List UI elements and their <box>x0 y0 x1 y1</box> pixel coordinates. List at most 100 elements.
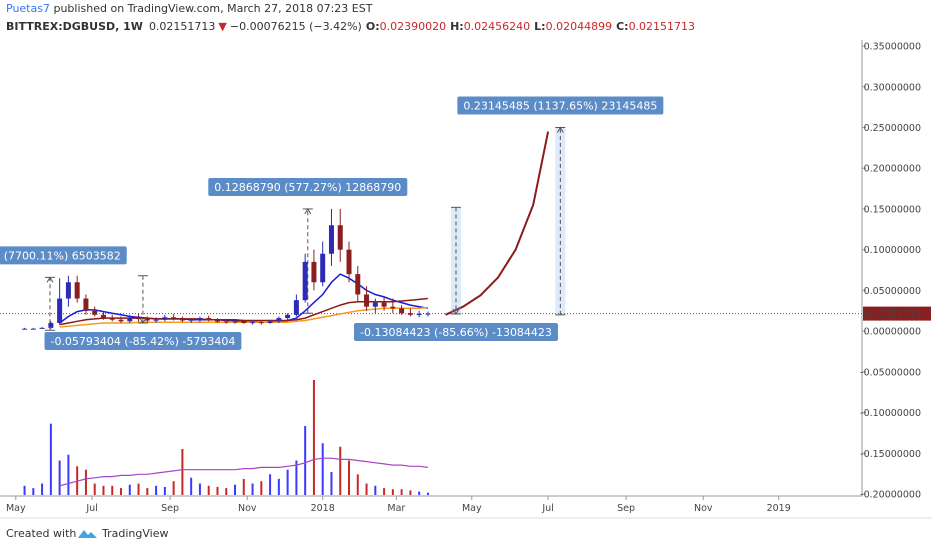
measure-box <box>44 331 242 350</box>
volume-bar <box>339 446 342 495</box>
volume-bar <box>181 449 184 495</box>
candle-body <box>214 320 220 322</box>
moving-average <box>59 273 429 324</box>
candle-body <box>48 322 54 328</box>
volume-bar <box>260 481 263 495</box>
x-tick-label: Jul <box>541 503 553 514</box>
projection-curve <box>445 131 550 316</box>
candle-body <box>232 321 238 323</box>
volume-bar <box>409 490 412 495</box>
y-tick-label: 0.20000000 <box>864 164 921 175</box>
volume-bar <box>242 478 245 495</box>
measure-arrow <box>46 276 54 283</box>
candle-body <box>30 328 36 330</box>
volume-bar <box>348 460 351 495</box>
candle-body <box>250 322 256 324</box>
volume-bar <box>111 485 114 495</box>
candle-body <box>302 261 308 301</box>
volume-bar <box>172 481 175 495</box>
volume-bar <box>225 488 228 495</box>
candle-body <box>100 314 106 319</box>
volume-bar <box>400 489 403 495</box>
candle-body <box>65 282 71 299</box>
candle-body <box>276 318 282 322</box>
candle-body <box>407 313 413 315</box>
volume-bar <box>198 483 201 495</box>
y-tick-label: 0.35000000 <box>864 42 921 53</box>
volume-bar <box>146 488 149 495</box>
volume-bar <box>41 483 44 495</box>
volume-bar <box>356 474 359 495</box>
measure-arrow <box>556 126 564 133</box>
y-tick-label: -0.20000000 <box>860 490 921 501</box>
volume-bar <box>137 483 140 495</box>
y-tick-label: 0.30000000 <box>864 82 921 93</box>
candle-body <box>57 298 63 323</box>
candle-body <box>399 308 405 314</box>
measure-box <box>0 246 127 265</box>
candle-body <box>372 302 378 307</box>
footer-brand[interactable]: TradingView <box>101 527 168 540</box>
candle-body <box>153 319 159 321</box>
volume-bar <box>128 484 131 495</box>
candle-body <box>337 225 343 250</box>
candle-body <box>127 318 133 322</box>
candle-body <box>188 319 194 321</box>
y-tick-label: 0.25000000 <box>864 123 921 134</box>
candle-body <box>179 318 185 321</box>
y-tick-label: 0.05000000 <box>864 286 921 297</box>
candle-body <box>74 282 80 299</box>
arrow: ▼ <box>218 20 227 33</box>
volume-ma <box>59 457 428 487</box>
volume-bar <box>418 491 421 495</box>
candle-body <box>83 298 89 311</box>
candle-body <box>390 306 396 309</box>
measure-box <box>208 177 408 196</box>
volume-bar <box>23 485 26 495</box>
candle-body <box>425 313 431 315</box>
volume-bar <box>190 477 193 495</box>
low: 0.02044899 <box>546 20 612 33</box>
candle-body <box>328 225 334 254</box>
volume-bar <box>277 478 280 495</box>
c-label: C: <box>616 20 628 33</box>
volume-bar <box>251 483 254 495</box>
candle-body <box>346 249 352 275</box>
x-tick-label: May <box>6 503 26 514</box>
volume-bar <box>426 492 429 495</box>
candle-body <box>381 302 387 307</box>
last-price: 0.02151713 <box>149 20 215 33</box>
candle-body <box>241 321 247 323</box>
o-label: O: <box>366 20 380 33</box>
candle-body <box>22 328 28 330</box>
candle-body <box>311 261 317 283</box>
x-tick-label: Sep <box>617 503 635 514</box>
volume-bar <box>67 454 70 495</box>
x-tick-label: May <box>462 503 482 514</box>
candle-body <box>92 310 98 315</box>
symbol-line: BITTREX:DGBUSD, 1W 0.02151713 ▼ −0.00076215… <box>6 20 695 33</box>
x-tick-label: Mar <box>387 503 405 514</box>
volume-bar <box>365 483 368 495</box>
y-tick-label: 0.10000000 <box>864 245 921 256</box>
logo <box>78 530 97 538</box>
y-tick-label: 0.15000000 <box>864 204 921 215</box>
volume-bar <box>207 485 210 495</box>
candle-body <box>355 274 361 295</box>
candle-body <box>293 300 299 315</box>
candle-body <box>206 318 212 321</box>
volume-bar <box>84 469 87 495</box>
candle-body <box>267 321 273 323</box>
published: published on TradingView.com, March 27, … <box>50 2 373 15</box>
author[interactable]: Puetas7 <box>6 2 50 15</box>
volume-bar <box>330 472 333 495</box>
y-tick-label: 0.00000000 <box>864 327 921 338</box>
volume-bar <box>120 488 123 495</box>
x-tick-label: Jul <box>85 503 97 514</box>
volume-bar <box>321 443 324 495</box>
candle-body <box>118 319 124 322</box>
volume-bar <box>286 469 289 495</box>
candle-body <box>162 317 168 320</box>
candle-body <box>223 321 229 323</box>
